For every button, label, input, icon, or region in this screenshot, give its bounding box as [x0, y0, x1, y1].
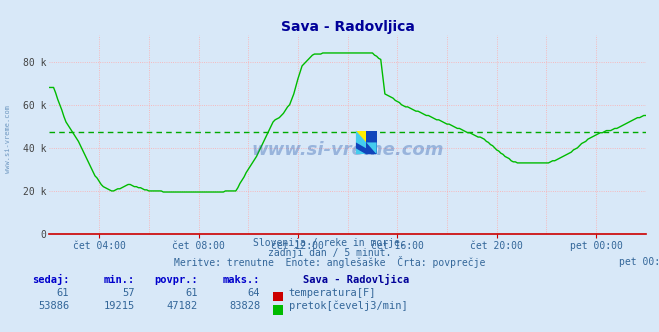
Text: temperatura[F]: temperatura[F]: [289, 288, 376, 298]
Text: sedaj:: sedaj:: [32, 274, 69, 285]
Text: 61: 61: [185, 288, 198, 298]
Text: www.si-vreme.com: www.si-vreme.com: [251, 141, 444, 159]
Text: povpr.:: povpr.:: [154, 275, 198, 285]
Text: Slovenija / reke in morje.: Slovenija / reke in morje.: [253, 238, 406, 248]
Text: pretok[čevelj3/min]: pretok[čevelj3/min]: [289, 301, 407, 311]
Title: Sava - Radovljica: Sava - Radovljica: [281, 20, 415, 34]
Bar: [366, 142, 376, 154]
Text: 61: 61: [57, 288, 69, 298]
Text: 47182: 47182: [167, 301, 198, 311]
Text: zadnji dan / 5 minut.: zadnji dan / 5 minut.: [268, 248, 391, 258]
Text: min.:: min.:: [104, 275, 135, 285]
Text: www.si-vreme.com: www.si-vreme.com: [5, 106, 11, 173]
Polygon shape: [356, 142, 376, 154]
Polygon shape: [356, 130, 376, 154]
Text: 64: 64: [248, 288, 260, 298]
Text: maks.:: maks.:: [223, 275, 260, 285]
Text: 19215: 19215: [104, 301, 135, 311]
Bar: [356, 142, 366, 154]
Bar: [366, 130, 376, 142]
Bar: [356, 130, 366, 142]
Text: 53886: 53886: [38, 301, 69, 311]
Text: 83828: 83828: [229, 301, 260, 311]
Text: pet 00:00: pet 00:00: [619, 257, 659, 267]
Text: Sava - Radovljica: Sava - Radovljica: [303, 274, 409, 285]
Text: Meritve: trenutne  Enote: anglešaške  Črta: povprečje: Meritve: trenutne Enote: anglešaške Črta…: [174, 256, 485, 268]
Text: 57: 57: [123, 288, 135, 298]
